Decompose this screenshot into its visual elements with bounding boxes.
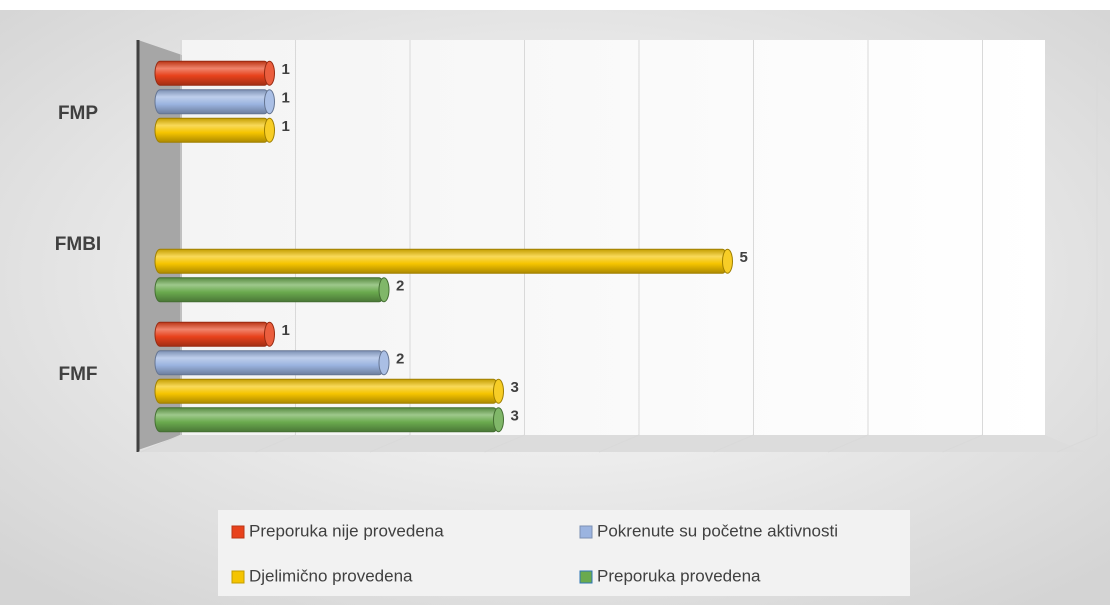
grid-line	[255, 40, 296, 453]
data-label: 3	[511, 408, 519, 425]
grid-line	[140, 40, 182, 453]
legend-marker	[231, 570, 245, 584]
data-label: 1	[282, 90, 290, 107]
bar-cap	[264, 89, 275, 115]
data-label: 1	[282, 61, 290, 78]
bar-cap	[264, 117, 275, 143]
back-wall	[182, 40, 1045, 435]
legend-label: Djelimično provedena	[249, 566, 413, 585]
legend-label: Pokrenute su početne aktivnosti	[597, 521, 838, 540]
category-label: FMBI	[55, 234, 101, 255]
grid-line	[484, 40, 525, 453]
legend-label: Preporuka provedena	[597, 566, 761, 585]
bar	[154, 321, 270, 347]
bar	[154, 277, 385, 303]
legend-marker	[579, 525, 593, 539]
grid-line	[942, 40, 983, 453]
grid-line	[598, 40, 640, 453]
bar	[154, 60, 270, 86]
bar-cap	[493, 407, 504, 433]
bar-cap	[378, 277, 390, 303]
data-label: 1	[282, 118, 290, 135]
legend-marker	[231, 525, 245, 539]
floor	[138, 435, 1085, 452]
legend	[218, 510, 910, 596]
bar	[154, 248, 728, 274]
grid-line	[713, 40, 754, 453]
bar	[154, 89, 270, 115]
legend-marker	[579, 570, 593, 584]
category-label: FMF	[58, 364, 97, 385]
bar	[154, 350, 385, 376]
bar	[154, 117, 270, 143]
bar-cap	[722, 248, 733, 274]
category-label: FMP	[58, 103, 98, 124]
data-label: 3	[511, 379, 519, 396]
legend-label: Preporuka nije provedena	[249, 521, 444, 540]
bar-cap	[493, 378, 504, 404]
data-label: 5	[740, 249, 748, 266]
bar-cap	[264, 60, 275, 86]
grid-line	[1056, 40, 1098, 453]
data-label: 1	[282, 322, 290, 339]
data-label: 2	[396, 278, 404, 295]
grid-line	[827, 40, 869, 453]
grid-line	[369, 40, 411, 453]
bar	[154, 378, 499, 404]
bar-cap	[378, 350, 390, 376]
data-label: 2	[396, 351, 404, 368]
bar	[154, 407, 499, 433]
bar-cap	[264, 321, 275, 347]
